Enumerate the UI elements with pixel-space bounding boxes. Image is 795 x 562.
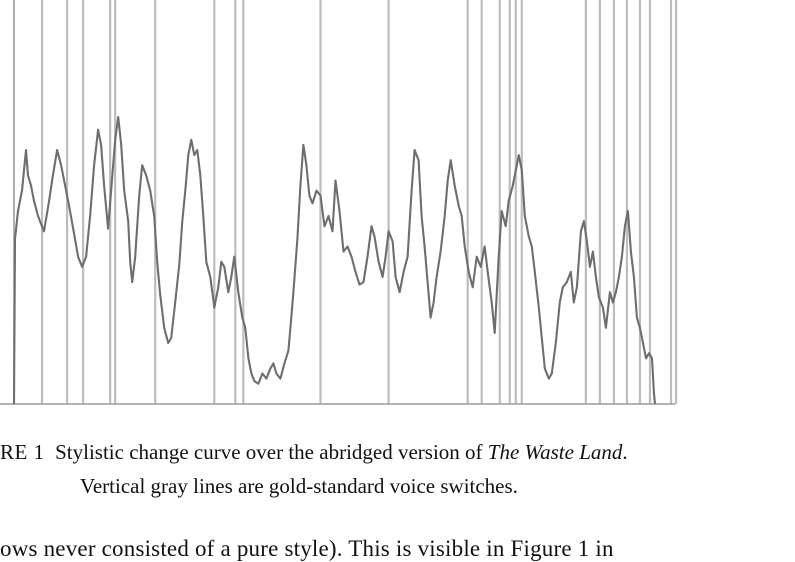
body-text-line: ows never consisted of a pure style). Th… (0, 536, 614, 561)
caption-text-after: . (622, 440, 628, 464)
style-change-curve (12, 115, 657, 405)
voice-switch-lines (40, 0, 678, 404)
figure-label: RE 1 (0, 440, 45, 464)
figure-caption-line2: Vertical gray lines are gold-standard vo… (80, 474, 518, 498)
caption-work-title: The Waste Land (487, 440, 623, 464)
figure-caption-line1: RE 1 Stylistic change curve over the abr… (0, 440, 795, 465)
caption-text-before: Stylistic change curve over the abridged… (55, 440, 488, 464)
style-change-chart (0, 0, 678, 405)
